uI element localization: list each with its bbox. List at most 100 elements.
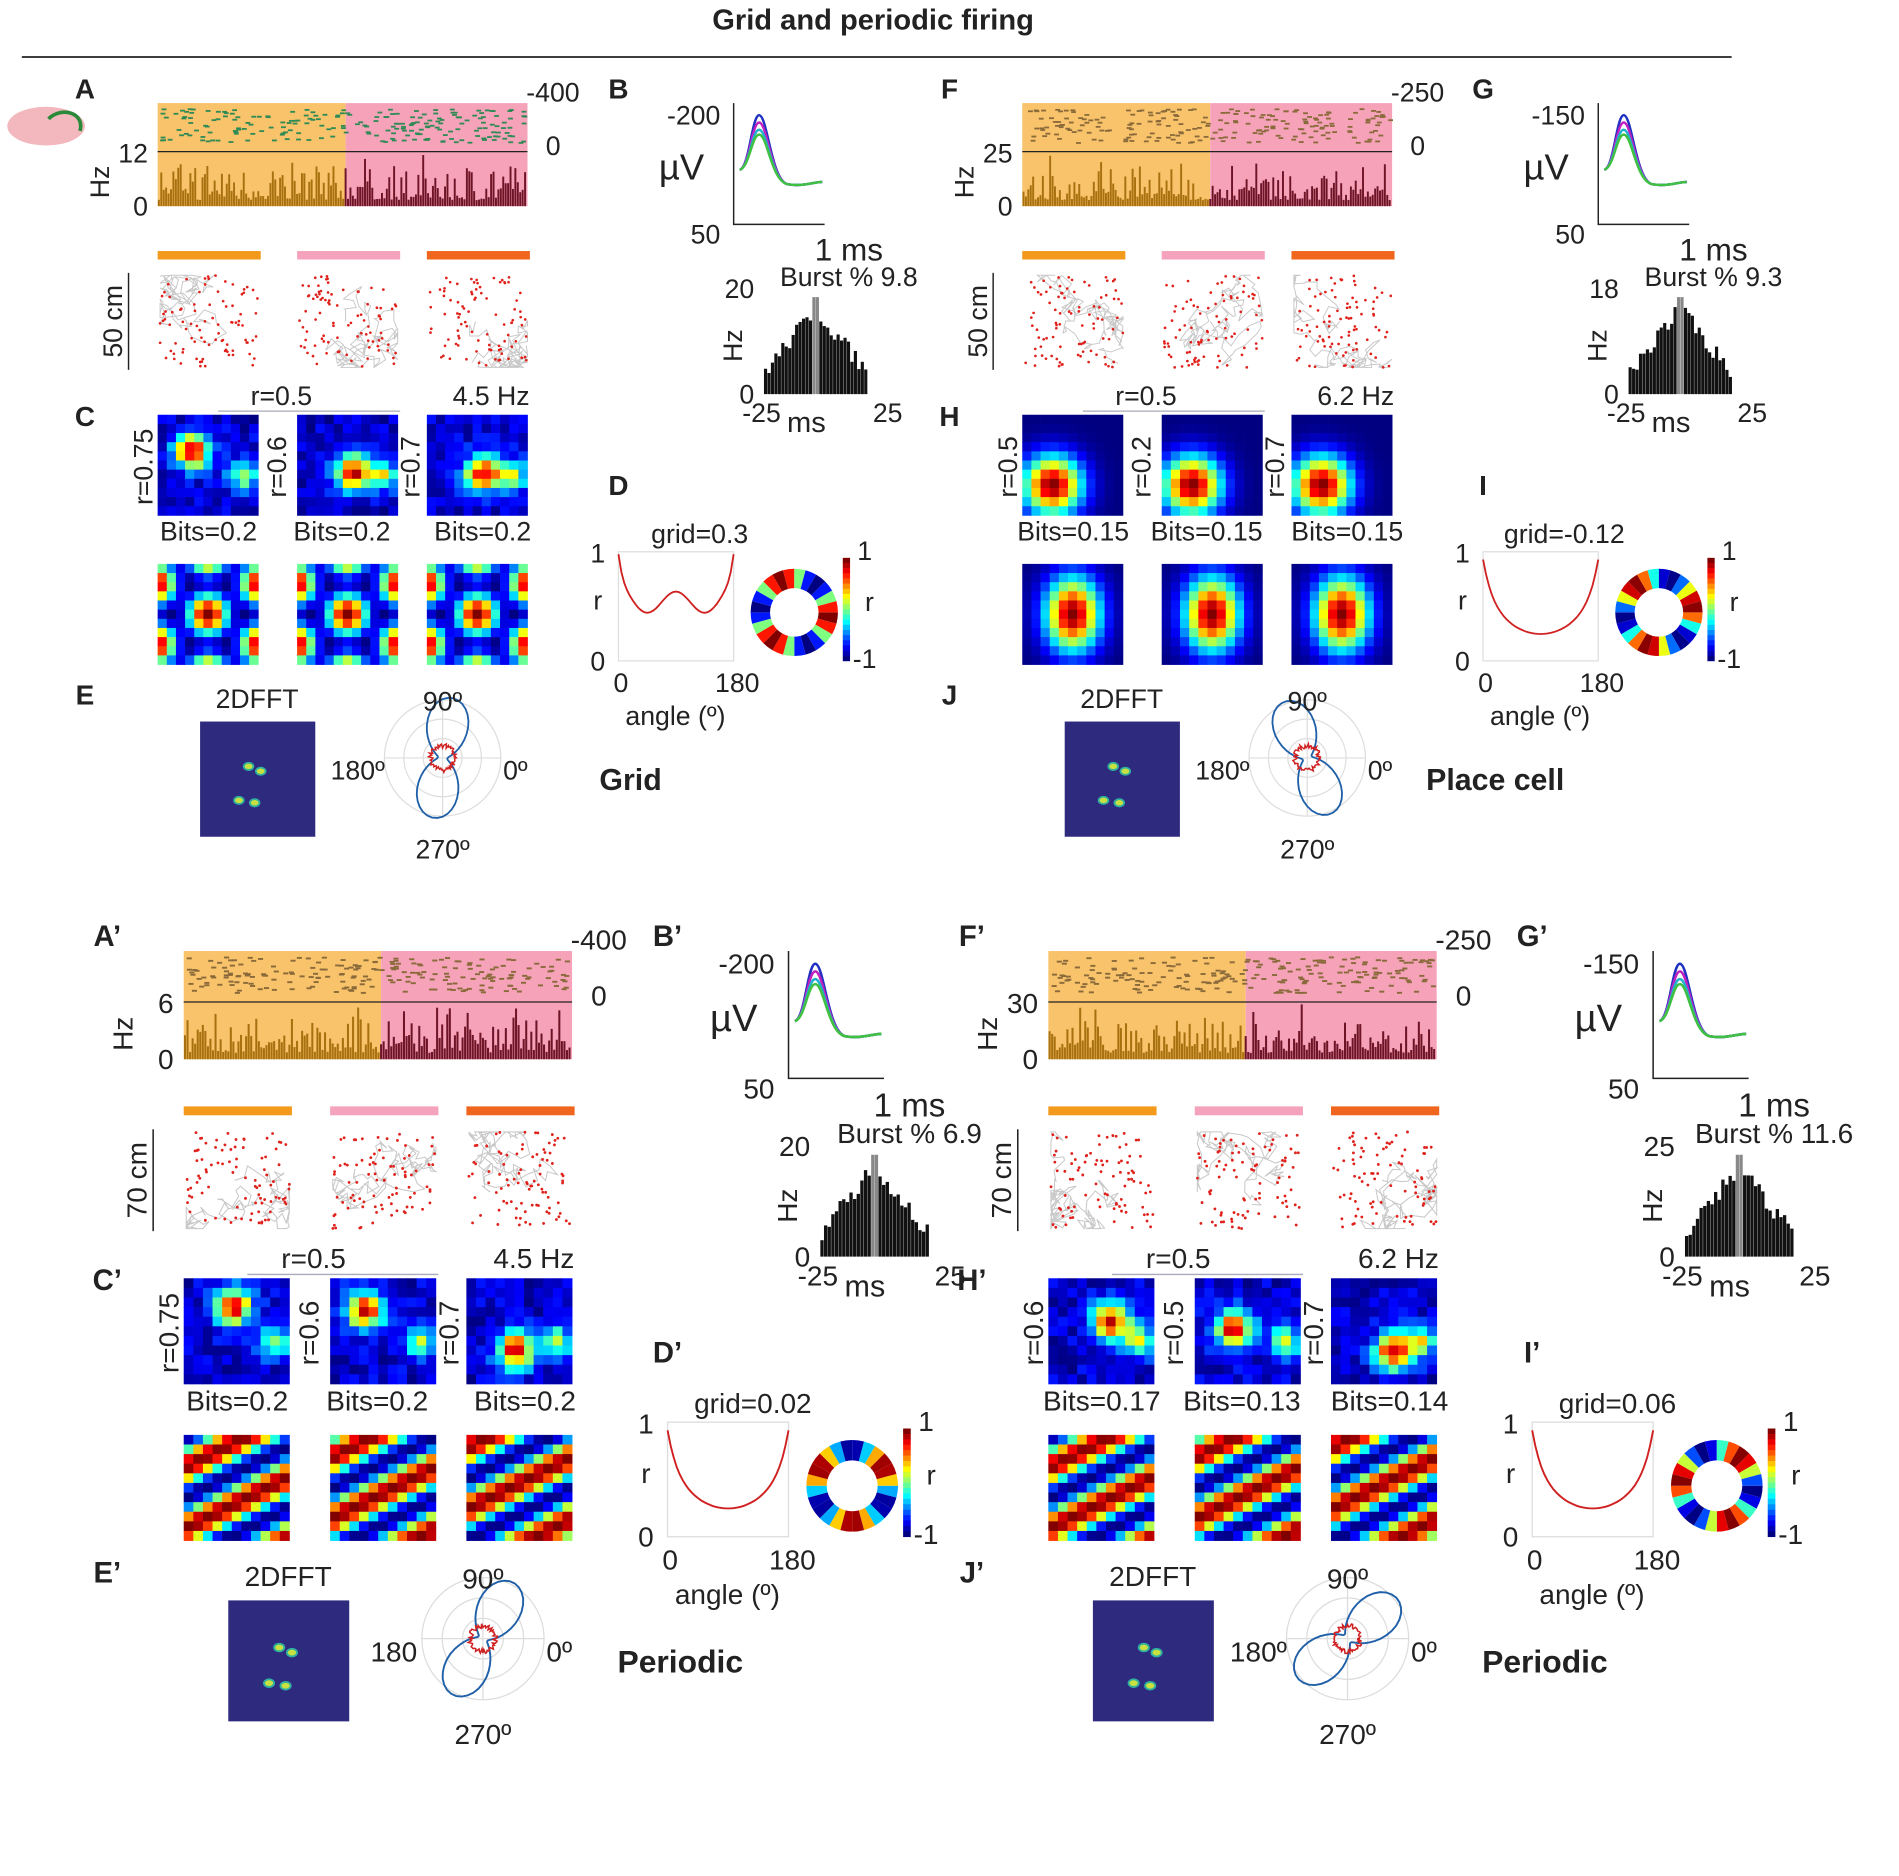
rate-map-pixel [416, 1278, 427, 1289]
rate-map-pixel [222, 1364, 233, 1375]
spike-dot [1033, 286, 1036, 289]
autocorr-pixel [490, 627, 501, 638]
rate-map-pixel [454, 433, 464, 443]
autocorr-pixel [339, 1434, 350, 1445]
fft-peak [1097, 795, 1110, 805]
spike-dot [415, 1138, 419, 1142]
spike-dot [360, 1137, 364, 1141]
autocorr-pixel [454, 573, 464, 583]
rate-map-pixel [504, 1307, 515, 1318]
spike-dot [324, 298, 327, 302]
rate-map-pixel [543, 1287, 554, 1298]
rate-map-pixel [1234, 414, 1245, 425]
rate-map-pixel [445, 451, 455, 461]
acg-bar [845, 1202, 850, 1257]
rate-map-pixel [472, 469, 483, 480]
autocorr-pixel [485, 1521, 496, 1532]
spike-dot [1348, 305, 1352, 309]
rate-map-pixel [509, 497, 519, 507]
autocorr-pixel [379, 655, 389, 665]
autocorr-pixel [504, 1444, 515, 1455]
acg-bar [889, 1194, 893, 1257]
autocorr-pixel [221, 637, 232, 647]
spike-dot [179, 362, 183, 365]
spike-dot [494, 313, 498, 317]
autocorr-pixel [388, 646, 399, 656]
autocorr-pixel [463, 637, 473, 647]
autocorr-pixel [1318, 563, 1329, 574]
autocorr-pixel [454, 582, 464, 592]
rate-map-pixel [1291, 506, 1301, 516]
rate-map-pixel [185, 497, 195, 507]
rate-map-pixel [1355, 460, 1366, 471]
spike-dot [335, 304, 339, 307]
rate-map-pixel [1355, 478, 1366, 489]
autocorr-pixel [1104, 591, 1115, 601]
autocorr-pixel [1328, 627, 1338, 638]
spike-dot [320, 337, 324, 341]
spike-dot [475, 1143, 479, 1147]
autocorr-pixel [379, 563, 389, 574]
peak-rate: 6.2 Hz [1317, 381, 1394, 411]
rate-map-pixel [1068, 442, 1078, 452]
rate-map-pixel [416, 1364, 427, 1375]
autocorr-pixel [1104, 655, 1115, 665]
spike-dot [428, 290, 432, 294]
spike-dot [1120, 302, 1123, 305]
rate-map-pixel [1382, 478, 1393, 489]
spike-dot [443, 287, 446, 290]
rate-map-pixel [270, 1307, 281, 1318]
spike-dot [189, 322, 193, 326]
autocorr-pixel [241, 1454, 252, 1465]
spike-dot [216, 323, 220, 326]
autocorr-pixel [306, 609, 316, 620]
rate-map-pixel [1058, 442, 1069, 452]
rate-map-pixel [504, 1355, 515, 1366]
autocorr-pixel [1189, 646, 1199, 656]
rate-map-pixel [221, 497, 232, 507]
autocorr-pixel [239, 573, 250, 583]
rate-map-pixel [250, 1335, 261, 1346]
autocorr-pixel [297, 573, 307, 583]
spike-dot [234, 1165, 238, 1169]
tick-label: 25 [873, 398, 903, 428]
autocorr-pixel [533, 1502, 544, 1513]
autocorr-pixel [333, 563, 344, 574]
autocorr-pixel [249, 637, 259, 647]
spike-dot [1296, 327, 1300, 331]
autocorr-pixel [202, 1521, 213, 1532]
spike-dot [428, 1201, 432, 1205]
spike-dot [1336, 309, 1339, 313]
spike-dot [214, 338, 217, 342]
autocorr-pixel [1022, 627, 1032, 638]
spike-dot [555, 1218, 558, 1221]
autocorr-pixel [1189, 563, 1199, 574]
spike-dot [1024, 361, 1027, 365]
spike-dot [1121, 331, 1125, 335]
tick-label: 25 [935, 1261, 966, 1292]
autocorr-pixel [1225, 563, 1236, 574]
autocorr-pixel [485, 1482, 496, 1493]
spike-dot [502, 1162, 506, 1166]
rate-map-pixel [454, 414, 464, 425]
autocorr-pixel [378, 1444, 389, 1455]
spike-dot [458, 312, 461, 316]
rate-map-pixel [1364, 414, 1375, 425]
autocorr-pixel [500, 573, 510, 583]
spike-dot [1040, 354, 1044, 357]
rate-map-pixel [297, 433, 307, 443]
spike-dot [558, 1211, 562, 1215]
autocorr-pixel [1364, 600, 1375, 611]
rate-map-pixel [349, 1335, 360, 1346]
rate-map-pixel [1207, 497, 1217, 507]
rate-map-pixel [370, 460, 380, 471]
autocorr-pixel [1022, 655, 1032, 665]
rate-map-pixel [1291, 414, 1301, 425]
rate-map-pixel [183, 1307, 194, 1318]
autocorr-pixel [1086, 573, 1096, 583]
autocorr-pixel [1161, 646, 1172, 656]
rate-map-pixel [524, 1355, 535, 1366]
autocorr-pixel [1355, 600, 1366, 611]
rate-map-pixel [378, 1345, 389, 1356]
autocorr-pixel [472, 609, 483, 620]
